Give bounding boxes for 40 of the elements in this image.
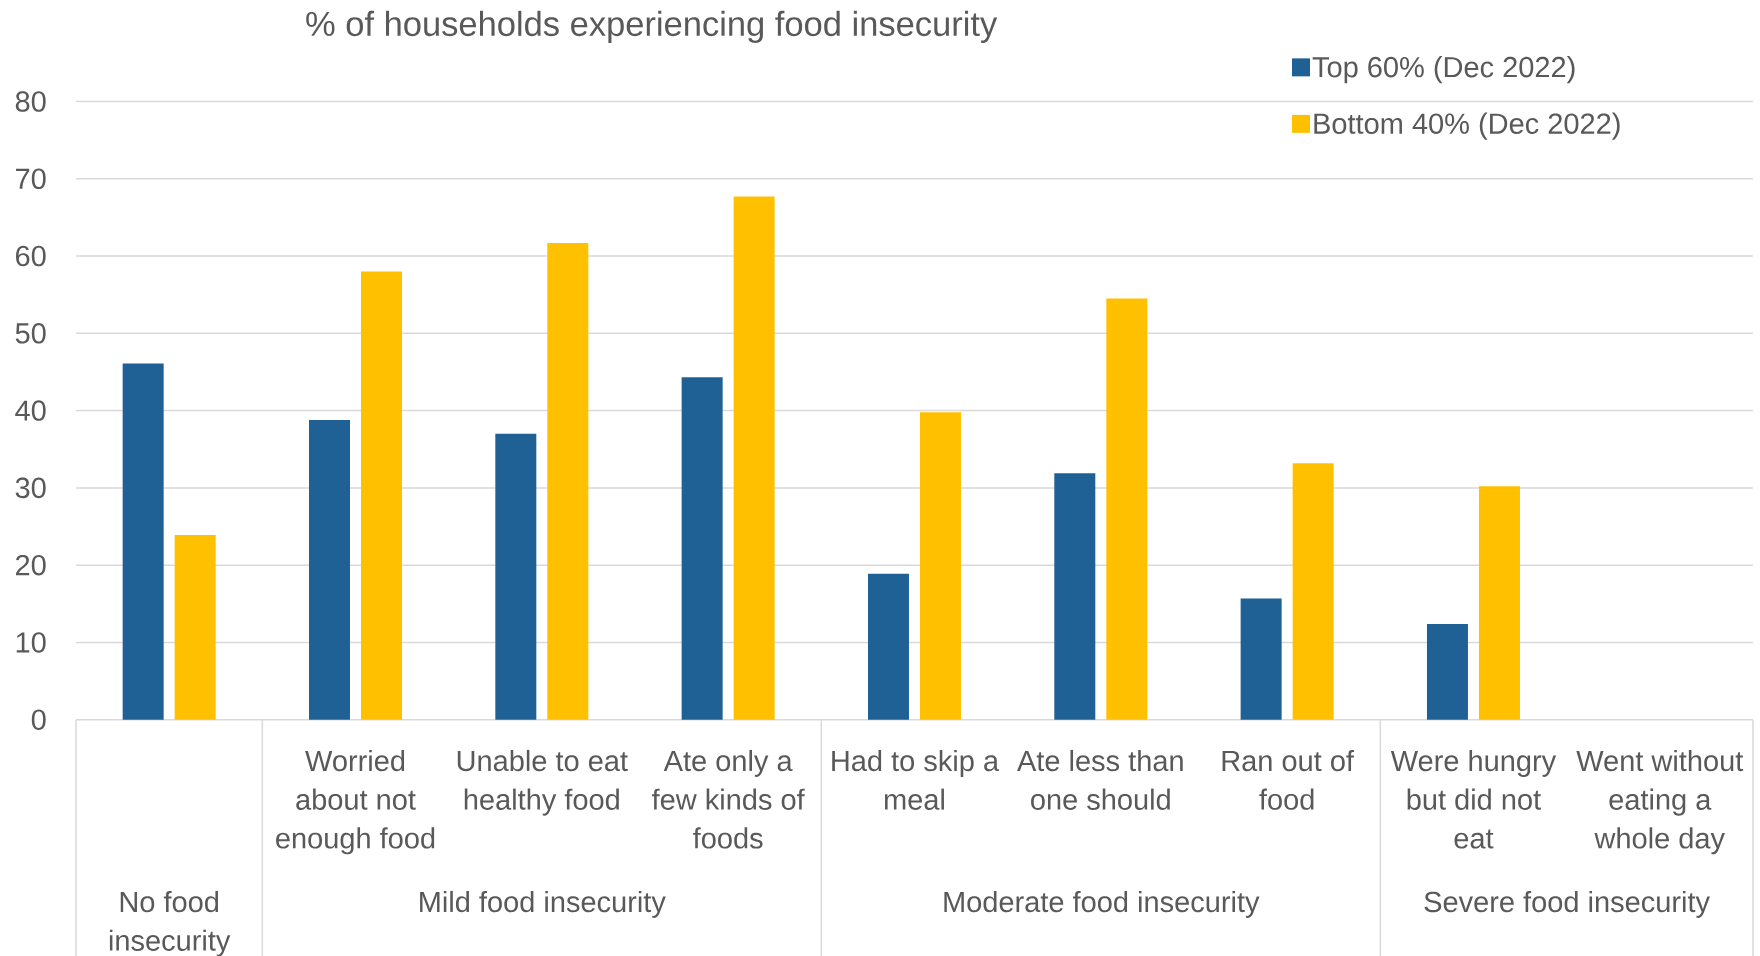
text: Severe food insecurity (1424, 890, 1710, 918)
bar (867, 573, 909, 720)
bar (1106, 298, 1148, 720)
x-tick-label: Worried about not enough food (276, 749, 435, 855)
y-tick-label: 0 (31, 709, 46, 730)
y-tick-label: 40 (15, 400, 46, 421)
x-tick-label: Ran out of food (1222, 749, 1355, 810)
y-tick-label: 20 (16, 554, 46, 576)
bar (1240, 598, 1282, 720)
x-tick-label: Were hungry but did not eat (1390, 749, 1557, 849)
y-tick-label: 60 (16, 245, 46, 267)
bar (360, 271, 402, 720)
bar (681, 377, 723, 720)
bar (308, 419, 350, 720)
x-tick-label: Ate only a few kinds of foods (651, 749, 805, 849)
bar (1054, 473, 1096, 720)
bar (919, 412, 961, 720)
bar (122, 363, 164, 720)
bar (1478, 486, 1520, 720)
y-tick-label: 70 (16, 168, 46, 190)
bar (1426, 623, 1468, 720)
bar (174, 535, 216, 720)
bar (1292, 463, 1334, 720)
x-tick-label: Had to skip a meal (832, 749, 1000, 810)
bar (495, 433, 537, 720)
legend-label: Top 60% (Dec 2022) (1312, 56, 1575, 84)
text: No food insecurity (109, 890, 231, 956)
y-tick-label: 80 (15, 91, 46, 112)
bar (733, 196, 775, 720)
text: Mild food insecurity (420, 890, 666, 918)
x-tick-label: Unable to eat healthy food (457, 749, 628, 816)
x-tick-label: Went without eating a whole day (1576, 749, 1744, 855)
y-tick-label: 50 (15, 323, 46, 344)
y-tick-label: 10 (16, 632, 46, 653)
y-tick-label: 30 (15, 477, 46, 499)
text: Moderate food insecurity (944, 890, 1260, 918)
bar (547, 242, 589, 720)
x-tick-label: Ate less than one should (1017, 749, 1183, 810)
chart-title: % of households experiencing food insecurity (306, 10, 998, 43)
legend-label: Bottom 40% (Dec 2022) (1314, 112, 1620, 140)
